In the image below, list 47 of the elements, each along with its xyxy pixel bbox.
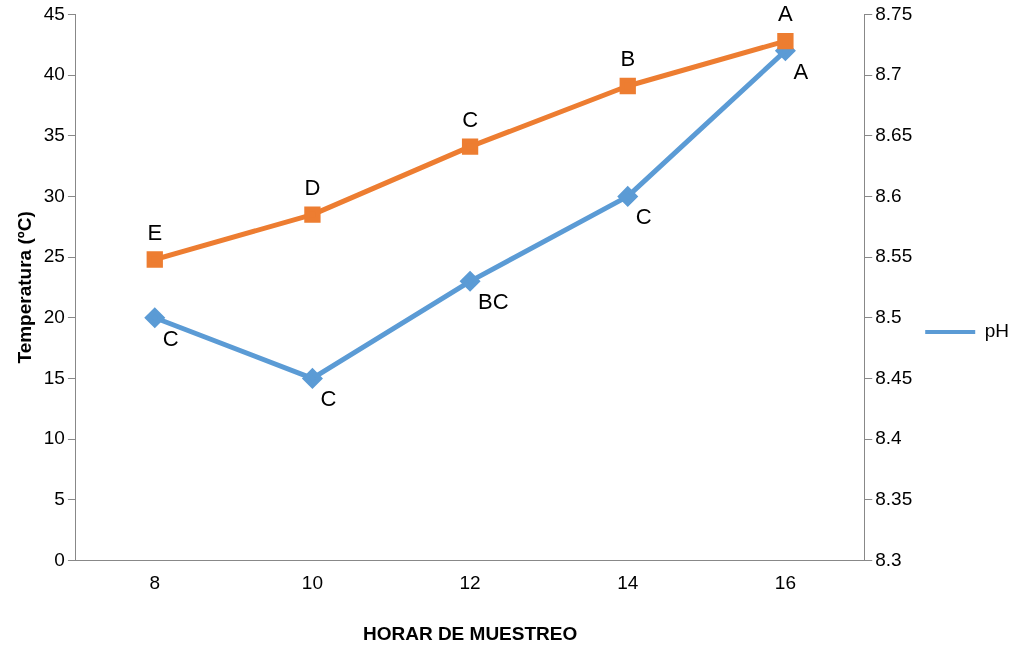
y-tick-label: 30	[43, 184, 65, 206]
legend-label: pH	[984, 320, 1010, 342]
y-tick-label: 0	[54, 548, 65, 570]
point	[618, 186, 638, 206]
y2-tick-label: 8.3	[875, 548, 902, 570]
point	[145, 308, 165, 328]
y2-tick-label: 8.5	[875, 305, 902, 327]
y2-tick-label: 8.4	[875, 427, 903, 449]
data-label: E	[147, 219, 163, 245]
point	[619, 77, 636, 95]
x-tick-label: 14	[617, 572, 639, 594]
y2-tick-label: 8.55	[875, 245, 913, 267]
x-tick-label: 12	[459, 572, 481, 594]
y-tick-label: 5	[54, 487, 65, 509]
x-tick-label: 10	[301, 572, 323, 594]
y-tick-label: 15	[43, 366, 65, 388]
data-label: A	[793, 58, 809, 84]
y-tick-label: 10	[43, 427, 65, 449]
y-axis-title: Temperatura (ºC)	[13, 211, 35, 364]
point	[146, 251, 163, 268]
data-label: B	[620, 46, 636, 72]
data-label: C	[162, 325, 179, 351]
x-axis-title: HORAR DE MUESTREO	[362, 622, 578, 644]
data-label: C	[462, 106, 479, 132]
y-tick-label: 25	[43, 245, 65, 267]
point	[777, 32, 794, 50]
y2-tick-label: 8.35	[875, 487, 913, 509]
point	[304, 206, 321, 223]
y2-tick-label: 8.7	[875, 63, 902, 85]
y-tick-label: 40	[43, 63, 65, 85]
point	[460, 271, 480, 291]
y-tick-label: 45	[43, 2, 65, 24]
data-label: C	[320, 386, 337, 412]
y2-tick-label: 8.65	[875, 123, 913, 145]
data-label: A	[778, 1, 794, 27]
y-tick-label: 35	[43, 123, 65, 145]
y2-tick-label: 8.6	[875, 184, 902, 206]
data-label: D	[304, 174, 321, 200]
y-tick-label: 20	[43, 305, 65, 327]
data-label: C	[635, 204, 652, 230]
y2-tick-label: 8.45	[875, 366, 913, 388]
x-tick-label: 16	[774, 572, 796, 594]
x-tick-label: 8	[149, 572, 161, 594]
point	[302, 368, 322, 388]
y2-tick-label: 8.75	[875, 2, 913, 24]
point	[461, 138, 479, 155]
data-label: BC	[478, 289, 509, 315]
